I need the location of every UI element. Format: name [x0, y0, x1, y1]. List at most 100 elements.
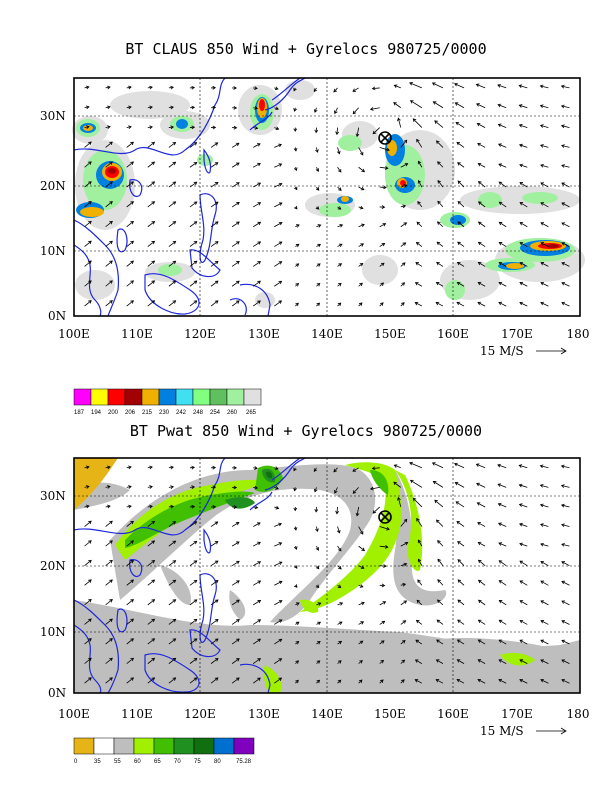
wind-vector-head [85, 85, 90, 90]
wind-vector-head [212, 505, 217, 509]
wind-vector [358, 621, 364, 625]
wind-vector [210, 658, 219, 664]
panel1-lon-label: 170E [501, 327, 533, 341]
wind-vector [415, 262, 423, 267]
wind-vector-head [436, 619, 441, 624]
wind-vector-head [498, 221, 503, 226]
wind-vector [352, 487, 359, 494]
wind-vector [561, 524, 570, 527]
wind-vector [84, 618, 92, 625]
colorbar-label: 265 [246, 410, 257, 416]
panel2-lon-label: 180 [567, 707, 590, 721]
wind-vector [415, 639, 423, 645]
wind-vector-head [172, 638, 177, 642]
wind-vector-head [412, 497, 417, 502]
colorbar-swatch [107, 388, 126, 406]
wind-vector-head [334, 489, 338, 494]
wind-vector-head [457, 221, 462, 225]
wind-vector [476, 84, 486, 89]
wind-vector-head [107, 504, 111, 509]
wind-vector-head [193, 142, 198, 146]
colorbar-swatch [226, 388, 245, 406]
wind-vector-head [560, 503, 565, 508]
colorbar-label: 194 [91, 410, 102, 416]
wind-vector [358, 545, 365, 551]
wind-vector [358, 660, 363, 664]
wind-vector [210, 541, 219, 547]
wind-vector-head [355, 512, 360, 517]
wind-vector-head [519, 182, 524, 186]
wind-vector-head [256, 522, 261, 526]
wind-vector-head [191, 465, 195, 470]
wind-vector [252, 261, 261, 267]
wind-vector [352, 87, 359, 92]
wind-vector-head [257, 599, 262, 604]
panel2-gyre-marker [378, 510, 392, 524]
wind-vector-head [193, 560, 198, 564]
wind-vector [231, 638, 240, 645]
wind-vector [561, 600, 570, 606]
wind-vector [105, 280, 113, 287]
wind-vector-head [130, 638, 134, 642]
wind-vector-head [382, 601, 387, 605]
wind-vector [540, 282, 549, 287]
wind-vector [455, 122, 465, 128]
wind-vector-head [170, 105, 174, 110]
wind-vector [379, 601, 386, 606]
wind-vector [274, 638, 282, 645]
wind-vector-head [339, 602, 344, 606]
wind-vector-head [278, 600, 283, 604]
wind-vector-head [456, 261, 461, 266]
wind-vector [478, 619, 486, 625]
wind-vector-head [254, 106, 259, 110]
wind-vector-head [456, 301, 461, 306]
wind-vector [337, 186, 342, 191]
wind-vector-head [172, 657, 177, 662]
wind-vector [410, 479, 423, 488]
wind-vector-head [454, 482, 459, 486]
wind-vector-head [497, 502, 502, 507]
wind-vector [519, 144, 528, 148]
wind-vector [189, 560, 197, 567]
wind-vector-head [109, 520, 113, 525]
wind-vector [519, 124, 528, 128]
wind-vector-head [336, 150, 341, 155]
wind-vector-head [109, 260, 113, 264]
wind-vector-head [417, 160, 422, 165]
wind-vector [126, 221, 134, 228]
wind-vector-head [254, 485, 259, 490]
wind-vector [519, 182, 528, 188]
wind-vector [337, 602, 343, 606]
wind-vector [561, 182, 570, 188]
wind-vector-head [214, 560, 219, 564]
panel2-lat-label: 30N [40, 489, 66, 503]
wind-vector-head [437, 200, 441, 205]
wind-vector [561, 145, 570, 148]
wind-vector [189, 619, 198, 625]
wind-vector [189, 181, 197, 188]
wind-vector [499, 619, 507, 625]
wind-vector-head [293, 167, 298, 172]
colorbar-swatch [243, 388, 262, 406]
wind-vector-head [402, 582, 407, 587]
wind-vector-head [359, 640, 364, 645]
wind-vector-head [149, 125, 153, 130]
wind-vector-head [254, 466, 258, 470]
wind-vector [352, 467, 359, 472]
wind-vector-head [109, 220, 113, 225]
wind-vector [274, 523, 282, 527]
wind-vector-head [337, 169, 342, 173]
wind-vector-head [172, 260, 177, 265]
wind-vector [400, 184, 407, 188]
wind-vector [189, 300, 197, 307]
wind-vector [126, 300, 134, 307]
panel1-gyre-marker [378, 131, 392, 145]
panel1-lon-label: 100E [58, 327, 90, 341]
wind-vector-head [401, 302, 405, 306]
wind-vector-head [432, 101, 437, 105]
wind-vector-head [293, 205, 298, 210]
wind-vector-head [476, 482, 480, 487]
wind-vector [372, 506, 380, 514]
wind-vector [561, 202, 570, 208]
wind-vector [561, 659, 570, 664]
